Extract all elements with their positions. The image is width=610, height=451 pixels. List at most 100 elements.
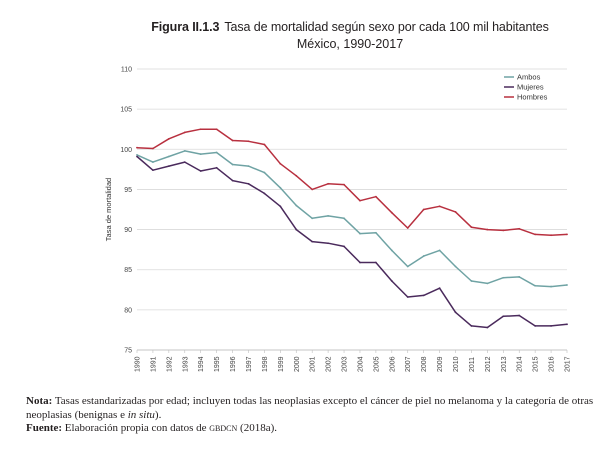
data-point-ambos xyxy=(534,284,537,287)
data-point-ambos xyxy=(470,280,473,282)
data-point-mujeres xyxy=(518,314,521,317)
y-tick-label: 100 xyxy=(120,147,132,154)
data-point-mujeres xyxy=(486,326,489,329)
x-tick-label: 2003 xyxy=(342,356,349,372)
data-point-hombres xyxy=(327,182,330,185)
data-point-mujeres xyxy=(279,205,282,208)
data-point-hombres xyxy=(263,143,266,146)
data-point-hombres xyxy=(136,146,138,149)
x-tick-label: 1990 xyxy=(135,356,142,372)
data-point-mujeres xyxy=(295,228,298,231)
x-tick-label: 1993 xyxy=(182,356,189,372)
data-point-ambos xyxy=(518,276,521,278)
data-point-ambos xyxy=(374,231,377,234)
figure-subtitle: México, 1990-2017 xyxy=(296,37,404,51)
data-point-mujeres xyxy=(438,287,441,290)
x-tick-label: 1999 xyxy=(278,356,285,372)
data-point-mujeres xyxy=(359,261,361,264)
data-point-hombres xyxy=(406,227,409,229)
data-point-ambos xyxy=(454,265,457,268)
figure-title-text: Tasa de mortalidad según sexo por cada 1… xyxy=(224,20,549,34)
data-point-mujeres xyxy=(327,242,330,245)
data-point-ambos xyxy=(231,163,234,166)
fuente-text: Elaboración propia con datos de xyxy=(64,422,207,434)
data-point-hombres xyxy=(422,208,425,211)
x-tick-label: 1992 xyxy=(166,356,173,372)
data-point-hombres xyxy=(231,139,234,142)
legend-label-mujeres: Mujeres xyxy=(517,83,544,92)
data-point-ambos xyxy=(263,171,266,174)
legend-label-ambos: Ambos xyxy=(517,73,541,82)
data-point-ambos xyxy=(502,276,505,279)
data-point-ambos xyxy=(247,165,250,168)
x-tick-label: 2012 xyxy=(485,356,492,372)
data-point-mujeres xyxy=(311,240,314,243)
data-point-hombres xyxy=(199,128,202,131)
data-point-mujeres xyxy=(183,161,186,164)
data-point-hombres xyxy=(534,233,537,236)
data-point-mujeres xyxy=(231,179,234,182)
figure-label: Figura II.1.3 xyxy=(151,20,220,34)
x-tick-label: 2013 xyxy=(501,356,508,372)
data-point-mujeres xyxy=(263,192,266,195)
data-point-hombres xyxy=(183,131,186,134)
data-point-mujeres xyxy=(199,170,202,172)
data-point-hombres xyxy=(550,234,552,237)
data-point-ambos xyxy=(486,282,489,285)
fuente-label: Fuente: xyxy=(26,422,63,434)
x-tick-label: 1997 xyxy=(246,356,253,372)
fuente-source: gbdcn xyxy=(209,422,238,434)
data-point-hombres xyxy=(486,228,489,231)
data-point-hombres xyxy=(247,140,250,143)
data-point-mujeres xyxy=(167,165,170,168)
data-point-ambos xyxy=(199,153,202,156)
x-tick-label: 2015 xyxy=(533,356,540,372)
y-axis-title: Tasa de mortalidad xyxy=(104,178,113,241)
data-point-ambos xyxy=(438,249,441,252)
data-point-hombres xyxy=(152,147,154,150)
data-point-hombres xyxy=(502,229,505,232)
data-point-hombres xyxy=(167,137,170,140)
data-point-mujeres xyxy=(343,245,345,248)
data-point-mujeres xyxy=(502,315,505,318)
data-point-mujeres xyxy=(566,323,568,326)
x-tick-label: 2016 xyxy=(549,356,556,372)
data-point-hombres xyxy=(454,211,457,213)
x-tick-label: 1991 xyxy=(150,356,157,372)
data-point-hombres xyxy=(470,226,473,229)
data-point-hombres xyxy=(215,128,218,131)
data-point-hombres xyxy=(438,205,441,208)
notes-block: Nota: Tasas estandarizadas por edad; inc… xyxy=(26,395,596,436)
y-tick-label: 75 xyxy=(124,348,132,355)
y-tick-label: 80 xyxy=(124,307,132,314)
x-tick-label: 1995 xyxy=(214,356,221,372)
data-point-mujeres xyxy=(374,261,377,264)
fuente-line: Fuente: Elaboración propia con datos de … xyxy=(26,422,596,436)
data-point-ambos xyxy=(295,204,298,207)
data-point-ambos xyxy=(343,217,345,220)
nota-line: Nota: Tasas estandarizadas por edad; inc… xyxy=(26,395,596,422)
data-point-ambos xyxy=(550,285,552,288)
x-tick-label: 2008 xyxy=(421,356,428,372)
x-tick-label: 2014 xyxy=(517,356,524,372)
data-point-mujeres xyxy=(454,311,457,314)
data-point-hombres xyxy=(566,233,568,236)
nota-text: Tasas estandarizadas por edad; incluyen … xyxy=(26,395,594,421)
y-tick-label: 90 xyxy=(124,227,132,234)
x-tick-label: 2017 xyxy=(565,356,572,372)
data-point-hombres xyxy=(518,227,521,230)
data-point-ambos xyxy=(311,217,314,220)
data-point-ambos xyxy=(406,265,409,268)
x-tick-label: 1996 xyxy=(230,356,237,372)
nota-text-end: ). xyxy=(154,408,162,421)
data-point-ambos xyxy=(215,151,218,154)
data-point-mujeres xyxy=(247,182,250,185)
data-point-hombres xyxy=(359,199,361,202)
data-point-hombres xyxy=(311,188,314,191)
data-point-ambos xyxy=(327,215,330,217)
series-line-hombres xyxy=(136,128,568,236)
x-tick-label: 2009 xyxy=(437,356,444,372)
figure-title-block: Figura II.1.3 Tasa de mortalidad según se… xyxy=(150,20,550,51)
x-tick-label: 2006 xyxy=(389,356,396,372)
